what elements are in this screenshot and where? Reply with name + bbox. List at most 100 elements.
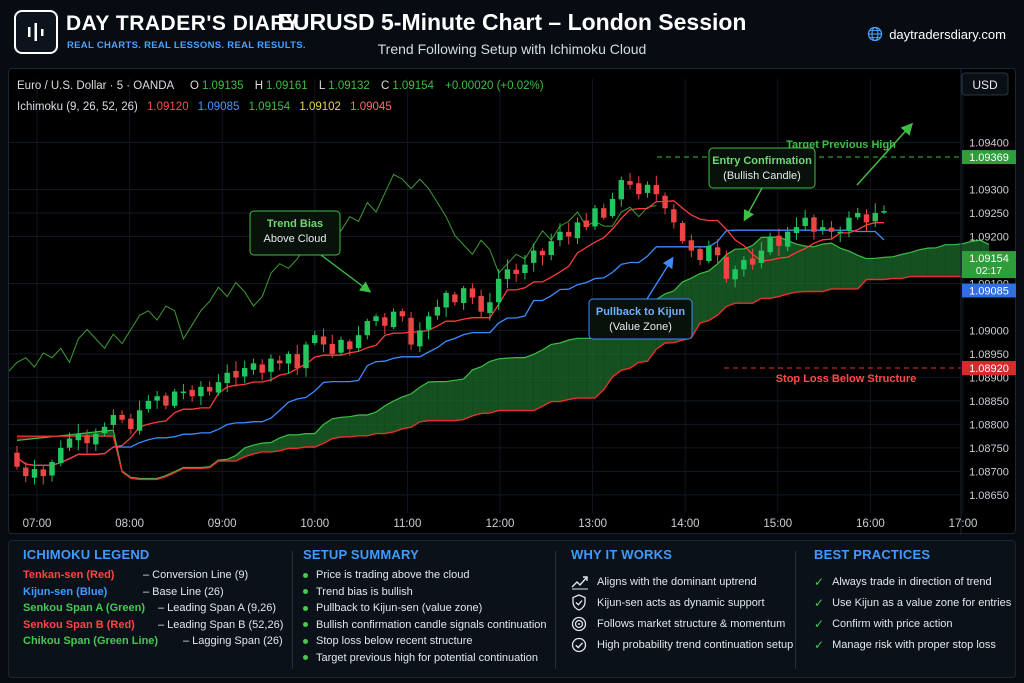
candle-body [811, 217, 817, 232]
candle-body [522, 264, 528, 273]
website-link[interactable]: daytradersdiary.com [867, 26, 1006, 42]
cloud-segment [279, 434, 289, 451]
cloud-segment [927, 247, 937, 277]
x-tick-label: 09:00 [208, 518, 237, 530]
cloud-segment [323, 418, 333, 444]
why-it-works-title: WHY IT WORKS [571, 547, 673, 562]
candle-body [653, 185, 660, 195]
candle-body [145, 400, 152, 409]
y-tick-label: 1.09200 [969, 231, 1009, 243]
cloud-segment [349, 414, 359, 437]
candle-body [872, 212, 878, 222]
cloud-segment [700, 270, 709, 323]
candle-body [627, 181, 633, 185]
kijun-sen-line [16, 229, 885, 466]
candle-body [189, 389, 195, 397]
page-subtitle: Trend Following Setup with Ichimoku Clou… [377, 41, 647, 57]
ichimoku-legend: ICHIMOKU LEGEND Tenkan-sen (Red) – Conver… [23, 547, 283, 650]
candle-body [863, 214, 870, 223]
why-item: Aligns with the dominant uptrend [571, 571, 793, 592]
setup-item: Stop loss below recent structure [303, 633, 547, 650]
target-arrow [856, 122, 914, 186]
candle-body [425, 316, 432, 330]
why-item: High probability trend continuation setu… [571, 634, 793, 655]
tenkan-sen-line [16, 200, 884, 466]
candle-body [793, 227, 800, 234]
target-price-tag-text: 1.09369 [969, 152, 1009, 164]
pullback-annotation-box [588, 298, 693, 340]
candle-body [434, 306, 441, 316]
candle-body [706, 245, 712, 262]
candle-body [732, 269, 738, 280]
cloud-segment [297, 433, 306, 449]
candle-body [23, 467, 29, 477]
cloud-segment [595, 326, 604, 399]
cloud-segment [822, 243, 832, 292]
candle-body [364, 321, 371, 336]
price-chart[interactable]: Target Previous High Stop Loss Below Stru… [9, 69, 1017, 535]
cloud-segment [454, 379, 464, 421]
best-practices-title: BEST PRACTICES [814, 547, 931, 562]
candle-body [583, 220, 589, 228]
x-tick-label: 11:00 [393, 518, 421, 530]
setup-item: Price is trading above the cloud [303, 567, 547, 584]
cloud-segment [568, 338, 578, 400]
setup-item: Trend bias is bullish [303, 584, 547, 601]
check-circle-icon [571, 637, 589, 653]
candle-body [259, 364, 265, 373]
entry-arrow [743, 187, 763, 222]
website-text: daytradersdiary.com [889, 26, 1006, 42]
candle-body [478, 296, 484, 312]
cloud-segment [840, 248, 849, 289]
checkmark-icon: ✓ [814, 616, 825, 631]
candle-body [469, 288, 476, 298]
candle-body [49, 462, 55, 476]
candle-body [75, 433, 82, 441]
candle-body [881, 211, 887, 213]
cloud-segment [253, 443, 263, 454]
candle-body [784, 231, 791, 247]
divider [292, 551, 293, 669]
time-axis[interactable]: 07:00 08:00 09:00 10:00 11:00 12:00 13:00 14:00… [23, 518, 978, 530]
x-tick-label: 08:00 [115, 518, 144, 530]
x-tick-label: 10:00 [300, 518, 329, 530]
why-it-works: WHY IT WORKS Aligns with the dominant up… [571, 547, 793, 655]
ichimoku-lines [9, 173, 990, 481]
candle-body [215, 382, 222, 393]
brand-tagline: REAL CHARTS. REAL LESSONS. REAL RESULTS. [67, 40, 306, 51]
globe-icon [868, 26, 883, 42]
current-price-tag [962, 251, 1016, 279]
cloud-segment [367, 412, 377, 436]
cloud-segment [805, 246, 814, 292]
legend-item-chikou: Chikou Span (Green Line) – Lagging Span (… [23, 635, 283, 648]
practice-item: ✓ Manage risk with proper stop loss [814, 637, 996, 652]
practice-item: ✓ Always trade in direction of trend [814, 574, 992, 589]
candle-body [855, 212, 861, 218]
divider [555, 551, 556, 669]
candle-body [837, 231, 843, 234]
candle-body [338, 339, 344, 353]
legend-panel: ICHIMOKU LEGEND Tenkan-sen (Red) – Conver… [8, 540, 1016, 678]
y-tick-label: 1.08900 [969, 372, 1009, 384]
candle-body [399, 311, 406, 317]
candle-body [347, 341, 353, 350]
cloud-segment [752, 237, 762, 304]
cloud-segment [524, 354, 534, 411]
header: DAY TRADER'S DIARY REAL CHARTS. REAL LES… [0, 0, 1024, 66]
ohlc-readout: O 1.09135 H 1.09161 L 1.09132 C 1.09154 +0.0… [190, 80, 544, 92]
chart-panel[interactable]: Target Previous High Stop Loss Below Stru… [8, 68, 1017, 535]
cloud-segment [559, 339, 569, 402]
cloud-segment [866, 258, 876, 280]
currency-button[interactable] [961, 72, 1009, 96]
price-axis[interactable]: 1.094001.093001.092501.092001.091001.090… [960, 69, 1016, 535]
candle-body [84, 435, 90, 444]
candle-body [548, 241, 554, 256]
candle-body [31, 469, 38, 478]
candle-body [241, 368, 248, 377]
checkmark-icon: ✓ [814, 595, 825, 610]
candle-body [268, 358, 274, 372]
stop-level-label: Stop Loss Below Structure [776, 373, 917, 385]
entry-annotation-box [708, 147, 816, 189]
cloud-segment [708, 263, 718, 321]
setup-item: Pullback to Kijun-sen (value zone) [303, 600, 547, 617]
